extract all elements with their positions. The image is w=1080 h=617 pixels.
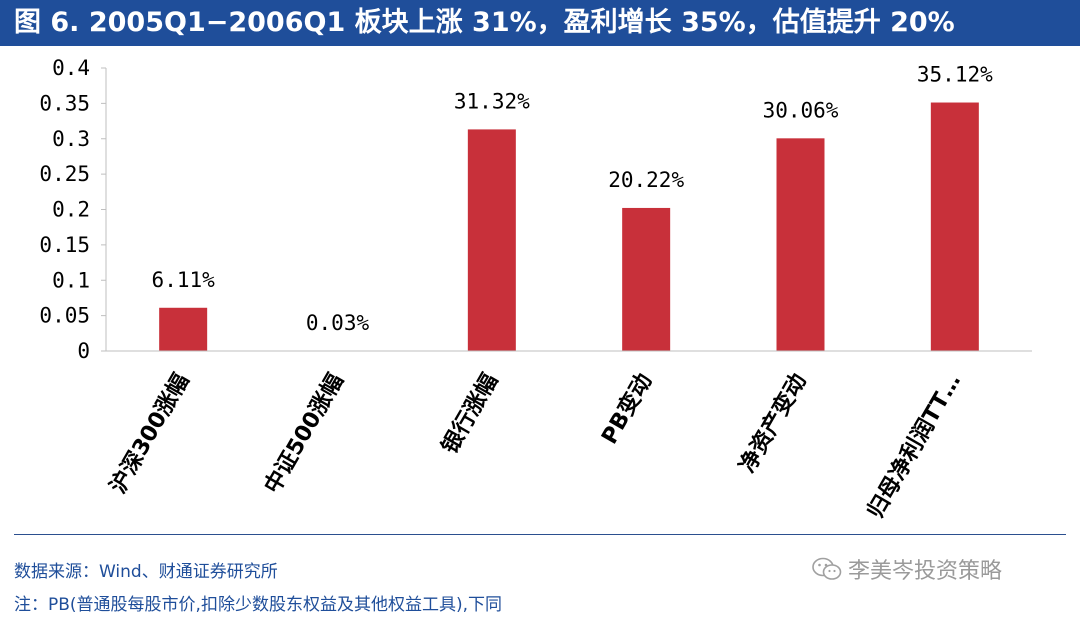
y-axis: 0 0.05 0.1 0.15 0.2 0.25 0.3 0.35 0.4 [39,56,107,363]
bar-chart: 0 0.05 0.1 0.15 0.2 0.25 0.3 0.35 0.4 6.11% 0.03%… [39,56,1032,523]
y-tick-label: 0.1 [52,268,90,292]
y-tick-label: 0.35 [39,91,90,115]
x-category-label: 净资产变动 [734,369,812,477]
title-bar: 图 6. 2005Q1−2006Q1 板块上涨 31%，盈利增长 35%，估值提… [0,0,1080,46]
y-tick-label: 0.2 [52,198,90,222]
y-tick-label: 0.05 [39,304,90,328]
footer-divider [14,534,1066,535]
bar [467,129,516,351]
x-category-label: 银行涨幅 [437,369,504,458]
watermark: 李美岑投资策略 [812,553,1002,585]
bar-data-label: 35.12% [917,63,993,87]
y-tick-label: 0.15 [39,233,90,257]
x-category-label: 沪深300涨幅 [105,369,194,498]
source-note: 数据来源：Wind、财通证券研究所 [14,562,278,582]
bar-series: 6.11% 0.03% 31.32% 20.22% 30.06% 35.12% [152,63,993,351]
x-category-label: 归母净利润TT… [862,369,966,523]
bar [159,307,208,351]
y-tick-label: 0 [77,339,90,363]
footnote: 注：PB(普通股每股市价,扣除少数股东权益及其他权益工具),下同 [14,595,502,615]
chart-title: 图 6. 2005Q1−2006Q1 板块上涨 31%，盈利增长 35%，估值提… [14,7,955,38]
x-category-label: 中证500涨幅 [260,370,349,498]
bar-data-label: 0.03% [306,311,370,335]
x-category-label: PB变动 [596,369,657,449]
x-axis: 沪深300涨幅 中证500涨幅 银行涨幅 PB变动 净资产变动 归母净利润TT… [105,350,1032,523]
bar-data-label: 20.22% [608,168,684,192]
y-tick-label: 0.25 [39,162,90,186]
wechat-icon [812,557,842,580]
bar-data-label: 6.11% [152,268,216,292]
y-tick-label: 0.3 [52,127,90,151]
bar-data-label: 30.06% [763,98,839,122]
y-tick-label: 0.4 [52,56,90,80]
watermark-text: 李美岑投资策略 [848,559,1003,584]
bar-data-label: 31.32% [454,89,530,113]
bar [776,138,825,351]
bar [930,102,979,351]
bar [622,207,671,351]
